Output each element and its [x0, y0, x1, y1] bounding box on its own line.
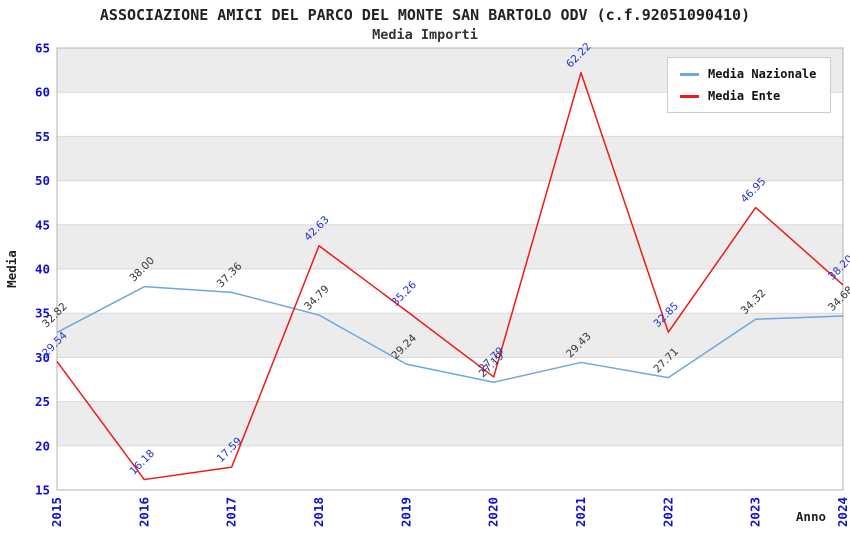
- series-line-media-ente: [56, 71, 844, 481]
- svg-text:60: 60: [35, 85, 50, 100]
- chart-title: ASSOCIAZIONE AMICI DEL PARCO DEL MONTE S…: [99, 6, 751, 24]
- y-axis-ticks: 15 20 25 30 35 40 45 50 55 60 65: [35, 41, 50, 498]
- svg-text:25: 25: [35, 394, 50, 409]
- svg-text:20: 20: [35, 438, 50, 453]
- svg-text:50: 50: [35, 173, 50, 188]
- x-axis-ticks: 2015 2016 2017 2018 2019 2020 2021 2022 2023 2024: [49, 497, 850, 527]
- svg-text:55: 55: [35, 129, 50, 144]
- legend-swatch-ente-icon: [680, 94, 699, 98]
- svg-text:2023: 2023: [748, 497, 763, 527]
- svg-text:2016: 2016: [136, 497, 151, 527]
- svg-text:2015: 2015: [49, 497, 64, 527]
- svg-text:34.32: 34.32: [739, 287, 769, 317]
- plot-border: [56, 47, 844, 491]
- svg-text:2018: 2018: [311, 497, 326, 527]
- svg-text:2019: 2019: [398, 497, 413, 527]
- svg-text:35.26: 35.26: [389, 279, 419, 309]
- chart-subtitle: Media Importi: [372, 27, 478, 43]
- legend: Media Nazionale Media Ente: [667, 57, 832, 113]
- legend-label-ente: Media Ente: [708, 89, 781, 103]
- svg-text:34.79: 34.79: [302, 283, 332, 313]
- svg-text:30: 30: [35, 350, 50, 365]
- svg-text:2020: 2020: [486, 497, 501, 527]
- svg-text:2022: 2022: [660, 497, 675, 527]
- plot-bands: [57, 48, 843, 446]
- x-axis-title: Anno: [796, 509, 826, 524]
- svg-text:2024: 2024: [835, 497, 850, 527]
- svg-text:45: 45: [35, 217, 50, 232]
- legend-item-media-nazionale: Media Nazionale: [680, 67, 816, 81]
- series-line-media-nazionale: [56, 285, 844, 383]
- legend-label-nazionale: Media Nazionale: [708, 67, 817, 81]
- svg-text:2017: 2017: [224, 497, 239, 527]
- svg-text:40: 40: [35, 262, 50, 277]
- svg-text:65: 65: [35, 41, 50, 56]
- legend-item-media-ente: Media Ente: [680, 89, 816, 103]
- svg-text:34.68: 34.68: [826, 284, 850, 314]
- y-axis-title: Media: [4, 250, 19, 288]
- svg-text:2021: 2021: [573, 497, 588, 527]
- svg-text:35: 35: [35, 306, 50, 321]
- svg-text:15: 15: [35, 483, 50, 498]
- legend-swatch-nazionale-icon: [680, 72, 699, 76]
